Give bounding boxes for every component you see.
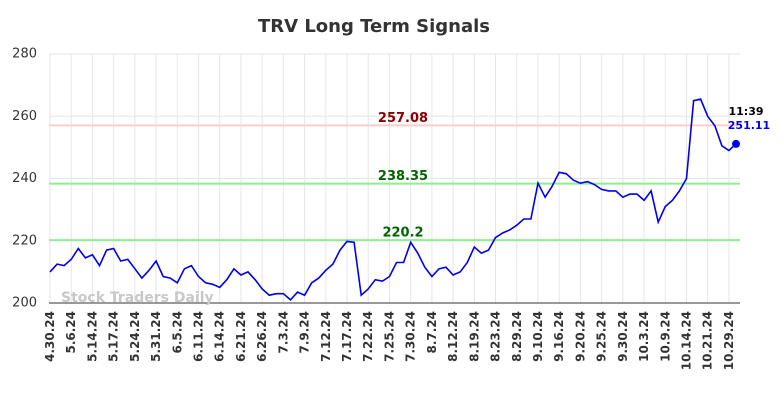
watermark: Stock Traders Daily — [61, 290, 214, 306]
x-tick-label: 6.14.24 — [213, 311, 227, 362]
x-tick-label: 10.29.24 — [722, 311, 736, 370]
x-tick-label: 9.10.24 — [531, 311, 545, 362]
y-tick-label: 240 — [12, 171, 37, 186]
x-tick-label: 8.7.24 — [425, 311, 439, 354]
last-value: 251.11 — [728, 119, 770, 132]
signal-label: 238.35 — [378, 169, 428, 184]
x-tick-label: 8.19.24 — [467, 311, 481, 362]
x-tick-label: 6.21.24 — [234, 311, 248, 362]
y-tick-label: 260 — [12, 109, 37, 124]
y-tick-label: 200 — [12, 296, 37, 311]
x-tick-label: 10.9.24 — [658, 311, 672, 362]
x-tick-label: 8.23.24 — [489, 311, 503, 362]
x-tick-label: 9.25.24 — [595, 311, 609, 362]
price-line — [49, 98, 737, 302]
x-tick-label: 9.30.24 — [616, 311, 630, 362]
x-tick-label: 5.17.24 — [107, 311, 121, 362]
x-tick-label: 6.26.24 — [255, 311, 269, 362]
x-tick-label: 10.21.24 — [701, 311, 715, 370]
x-tick-label: 10.3.24 — [637, 311, 651, 362]
x-tick-label: 9.16.24 — [552, 311, 566, 362]
chart-title: TRV Long Term Signals — [258, 16, 490, 37]
y-tick-label: 280 — [12, 47, 37, 62]
x-tick-label: 7.22.24 — [361, 311, 375, 362]
x-tick-label: 8.29.24 — [510, 311, 524, 362]
y-tick-label: 220 — [12, 233, 37, 248]
x-tick-label: 7.12.24 — [319, 311, 333, 362]
x-tick-label: 7.3.24 — [276, 311, 290, 354]
last-time: 11:39 — [728, 105, 763, 118]
x-tick-label: 9.20.24 — [573, 311, 587, 362]
x-tick-label: 7.25.24 — [382, 311, 396, 362]
x-tick-label: 6.11.24 — [192, 311, 206, 362]
x-tick-label: 5.14.24 — [85, 311, 99, 362]
x-tick-label: 7.9.24 — [298, 311, 312, 354]
x-tick-label: 8.12.24 — [446, 311, 460, 362]
x-tick-label: 5.6.24 — [64, 311, 78, 354]
x-tick-label: 7.30.24 — [404, 311, 418, 362]
x-tick-label: 5.24.24 — [128, 311, 142, 362]
x-tick-label: 7.17.24 — [340, 311, 354, 362]
last-point — [732, 139, 740, 148]
x-tick-label: 4.30.24 — [43, 311, 57, 362]
signal-label: 257.08 — [378, 111, 428, 126]
x-tick-label: 10.14.24 — [679, 311, 693, 370]
signal-label: 220.2 — [382, 226, 423, 241]
x-tick-label: 6.5.24 — [170, 311, 184, 354]
x-tick-label: 5.31.24 — [149, 311, 163, 362]
